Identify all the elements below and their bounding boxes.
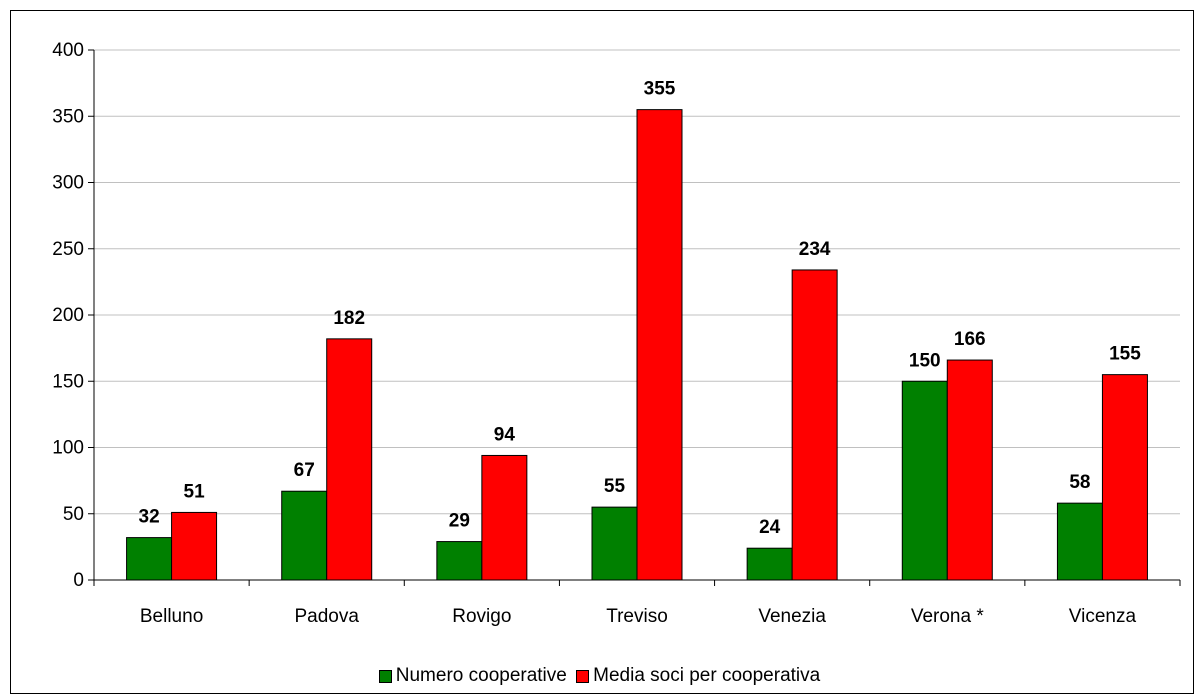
x-tick-label: Venezia bbox=[758, 606, 826, 627]
x-tick-label: Rovigo bbox=[452, 606, 511, 627]
y-tick-label: 300 bbox=[52, 173, 84, 194]
bar-media-soci bbox=[946, 359, 993, 581]
bar-numero-cooperative bbox=[436, 541, 483, 581]
data-label: 234 bbox=[799, 239, 831, 260]
legend-swatch-green bbox=[378, 669, 392, 683]
bar-media-soci bbox=[326, 338, 373, 581]
data-label: 150 bbox=[909, 350, 941, 371]
bar-numero-cooperative bbox=[591, 506, 638, 581]
data-label: 166 bbox=[954, 329, 986, 350]
legend: Numero cooperative Media soci per cooper… bbox=[0, 665, 1199, 689]
bar-media-soci bbox=[636, 109, 683, 581]
axes: 0 50 100 150 200 250 300 350 400 Belluno Padova Rov… bbox=[52, 40, 1181, 627]
data-label: 67 bbox=[294, 460, 315, 481]
x-tick-label: Belluno bbox=[140, 606, 203, 627]
legend-swatch-red bbox=[576, 669, 590, 683]
data-label: 355 bbox=[644, 79, 676, 100]
y-tick-label: 350 bbox=[52, 106, 84, 127]
data-label: 182 bbox=[333, 308, 365, 329]
data-label: 24 bbox=[759, 517, 781, 538]
data-label: 29 bbox=[449, 511, 470, 532]
bar-numero-cooperative bbox=[281, 490, 328, 581]
bar-numero-cooperative bbox=[746, 547, 793, 581]
y-tick-label: 150 bbox=[52, 371, 84, 392]
data-label: 32 bbox=[139, 507, 160, 528]
bar-media-soci bbox=[481, 454, 528, 581]
bar-numero-cooperative bbox=[126, 537, 173, 581]
bar-media-soci bbox=[171, 511, 218, 581]
y-tick-label: 250 bbox=[52, 239, 84, 260]
data-label: 51 bbox=[184, 481, 206, 502]
y-tick-label: 0 bbox=[73, 570, 84, 591]
legend-label: Media soci per cooperativa bbox=[593, 665, 821, 686]
y-tick-label: 100 bbox=[52, 438, 84, 459]
bars bbox=[126, 109, 1148, 581]
data-label: 58 bbox=[1069, 472, 1090, 493]
legend-item-numero-cooperative: Numero cooperative bbox=[378, 665, 567, 687]
data-label: 94 bbox=[494, 424, 516, 445]
bar-numero-cooperative bbox=[1056, 502, 1103, 581]
legend-item-media-soci: Media soci per cooperativa bbox=[576, 665, 820, 687]
x-tick-label: Vicenza bbox=[1069, 606, 1137, 627]
x-tick-label: Treviso bbox=[606, 606, 668, 627]
x-tick-label: Padova bbox=[294, 606, 359, 627]
y-tick-label: 50 bbox=[63, 504, 84, 525]
y-tick-label: 400 bbox=[52, 40, 84, 61]
bar-numero-cooperative bbox=[901, 380, 948, 581]
x-tick-label: Verona * bbox=[911, 606, 984, 627]
data-label: 55 bbox=[604, 476, 626, 497]
bar-media-soci bbox=[1101, 374, 1148, 581]
data-label: 155 bbox=[1109, 344, 1141, 365]
legend-label: Numero cooperative bbox=[395, 665, 567, 686]
data-labels: 32 51 67 182 29 94 55 355 24 234 150 166 58 155 bbox=[139, 79, 1142, 539]
bar-media-soci bbox=[791, 269, 838, 581]
y-tick-label: 200 bbox=[52, 305, 84, 326]
